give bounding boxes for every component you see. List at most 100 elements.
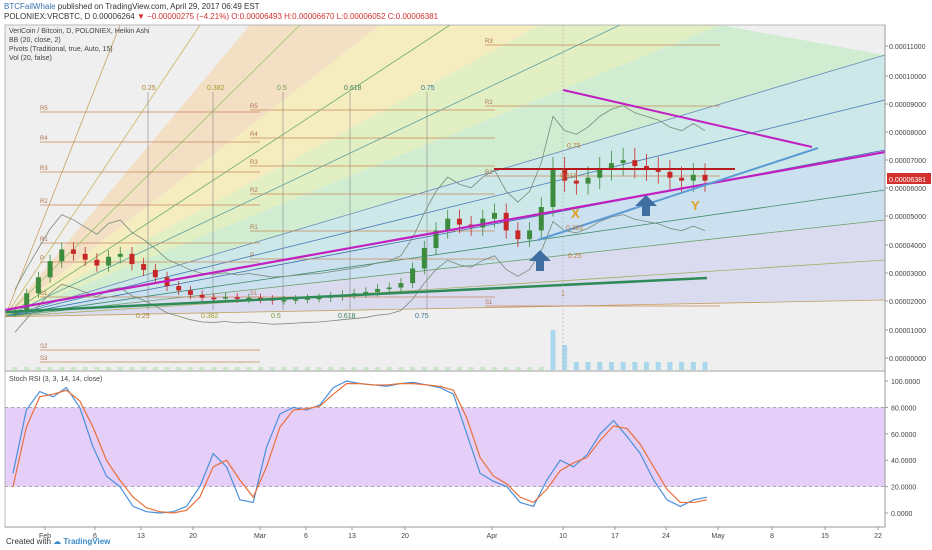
author-name[interactable]: BTCFailWhale — [4, 2, 56, 11]
magenta-trendline — [4, 150, 886, 312]
candle-body — [223, 297, 229, 299]
candle-body — [176, 286, 182, 291]
candle-body — [550, 168, 556, 207]
y-marker-icon: Y — [691, 198, 700, 213]
stoch-tick-label: 60.0000 — [891, 432, 916, 439]
stoch-tick-label: 100.0000 — [891, 379, 920, 386]
volume-bar — [386, 367, 392, 370]
fib-label: 0.618 — [560, 173, 578, 180]
candle-body — [433, 230, 439, 248]
pivot-label: R4 — [250, 132, 258, 138]
candle-body — [82, 253, 88, 260]
pivot-label: S2 — [40, 344, 48, 350]
pivot-label: R2 — [40, 199, 48, 205]
fan-label-bottom: 0.75 — [415, 313, 429, 320]
footer: Created with ☁ TradingView — [6, 537, 110, 546]
fan-label: 0.75 — [421, 85, 435, 92]
gann-fan-ray — [4, 54, 886, 318]
volume-bar — [234, 367, 240, 370]
legend-stoch[interactable]: Stoch RSI (3, 3, 14, 14, close) — [9, 376, 103, 383]
pivot-label: R2 — [250, 188, 258, 194]
legend-bb[interactable]: BB (20, close, 2) — [9, 37, 61, 44]
gann-fan-ray — [4, 24, 621, 318]
fan-label: 0.382 — [207, 85, 225, 92]
fan-label-bottom: 0.25 — [136, 313, 150, 320]
volume-bar — [129, 367, 135, 370]
candle-body — [597, 168, 603, 178]
candle-body — [527, 230, 533, 240]
volume-bar — [70, 367, 76, 370]
gann-fan-ray — [4, 219, 886, 318]
candle-body — [456, 218, 462, 225]
candle-body — [445, 218, 451, 231]
volume-bar — [59, 367, 65, 370]
price-change: −0.00000275 (−4.21%) — [147, 12, 229, 21]
last-price: 0.00006264 — [92, 12, 135, 21]
candle-body — [679, 177, 685, 181]
fib-label: 0.75 — [567, 143, 581, 150]
pivot-label: R1 — [40, 237, 48, 243]
volume-bar — [363, 367, 369, 370]
price-tick-label: 0.00007000 — [889, 158, 926, 165]
time-tick-label: 17 — [611, 533, 619, 540]
legend-pivots[interactable]: Pivots (Traditional, true, Auto, 15) — [9, 46, 113, 53]
legend-vol[interactable]: Vol (20, false) — [9, 55, 52, 62]
candle-body — [70, 249, 76, 254]
volume-bar — [632, 362, 638, 370]
volume-bar — [562, 345, 568, 370]
candle-body — [316, 297, 322, 300]
volume-bar — [269, 367, 275, 370]
volume-bar — [106, 367, 112, 370]
price-tick-label: 0.00000000 — [889, 356, 926, 363]
candle-body — [573, 180, 579, 184]
volume-bar — [433, 367, 439, 370]
volume-bar — [702, 362, 708, 370]
price-tick-label: 0.00008000 — [889, 130, 926, 137]
volume-bar — [375, 367, 381, 370]
candle-body — [141, 264, 147, 270]
candle-body — [94, 259, 100, 266]
time-tick-label: 13 — [137, 533, 145, 540]
fan-label: 0.618 — [344, 85, 362, 92]
down-arrow-icon: ▼ — [136, 12, 145, 21]
magenta-resistance — [562, 89, 813, 148]
volume-bar — [176, 367, 182, 370]
stoch-rsi-pane[interactable] — [5, 380, 885, 514]
volume-bar — [667, 362, 673, 370]
candle-body — [608, 163, 614, 169]
candle-body — [246, 297, 252, 300]
time-tick-label: 22 — [874, 533, 882, 540]
tradingview-brand[interactable]: TradingView — [63, 537, 111, 546]
last-price-tag — [887, 173, 931, 184]
candle-body — [187, 290, 193, 295]
time-tick-label: 10 — [559, 533, 567, 540]
fan-label: 0.25 — [142, 85, 156, 92]
candle-body — [690, 174, 696, 181]
candle-body — [117, 253, 123, 257]
stoch-tick-label: 80.0000 — [891, 405, 916, 412]
pivot-label: P — [250, 253, 254, 259]
volume-bar — [223, 367, 229, 370]
candle-body — [47, 261, 53, 278]
candle-body — [199, 294, 205, 298]
volume-bar — [258, 367, 264, 370]
volume-bar — [597, 362, 603, 370]
volume-bar — [328, 367, 334, 370]
candle-body — [644, 166, 650, 169]
candle-body — [632, 160, 638, 167]
candle-body — [234, 297, 240, 299]
volume-bar — [82, 367, 88, 370]
tradingview-logo-icon: ☁ — [53, 537, 62, 546]
volume-bar — [503, 367, 509, 370]
volume-bar — [491, 367, 497, 370]
volume-bar — [141, 367, 147, 370]
fib-label: 0.382 — [566, 225, 584, 232]
gann-fan-ray — [4, 24, 451, 318]
candle-body — [491, 212, 497, 219]
candle-body — [35, 277, 41, 294]
volume-bar — [620, 362, 626, 370]
gann-fan-ray — [4, 189, 886, 318]
legend-main[interactable]: VeriCoin / Bitcoin, D, POLONIEX, Heikin … — [9, 28, 150, 35]
candle-body — [398, 283, 404, 288]
